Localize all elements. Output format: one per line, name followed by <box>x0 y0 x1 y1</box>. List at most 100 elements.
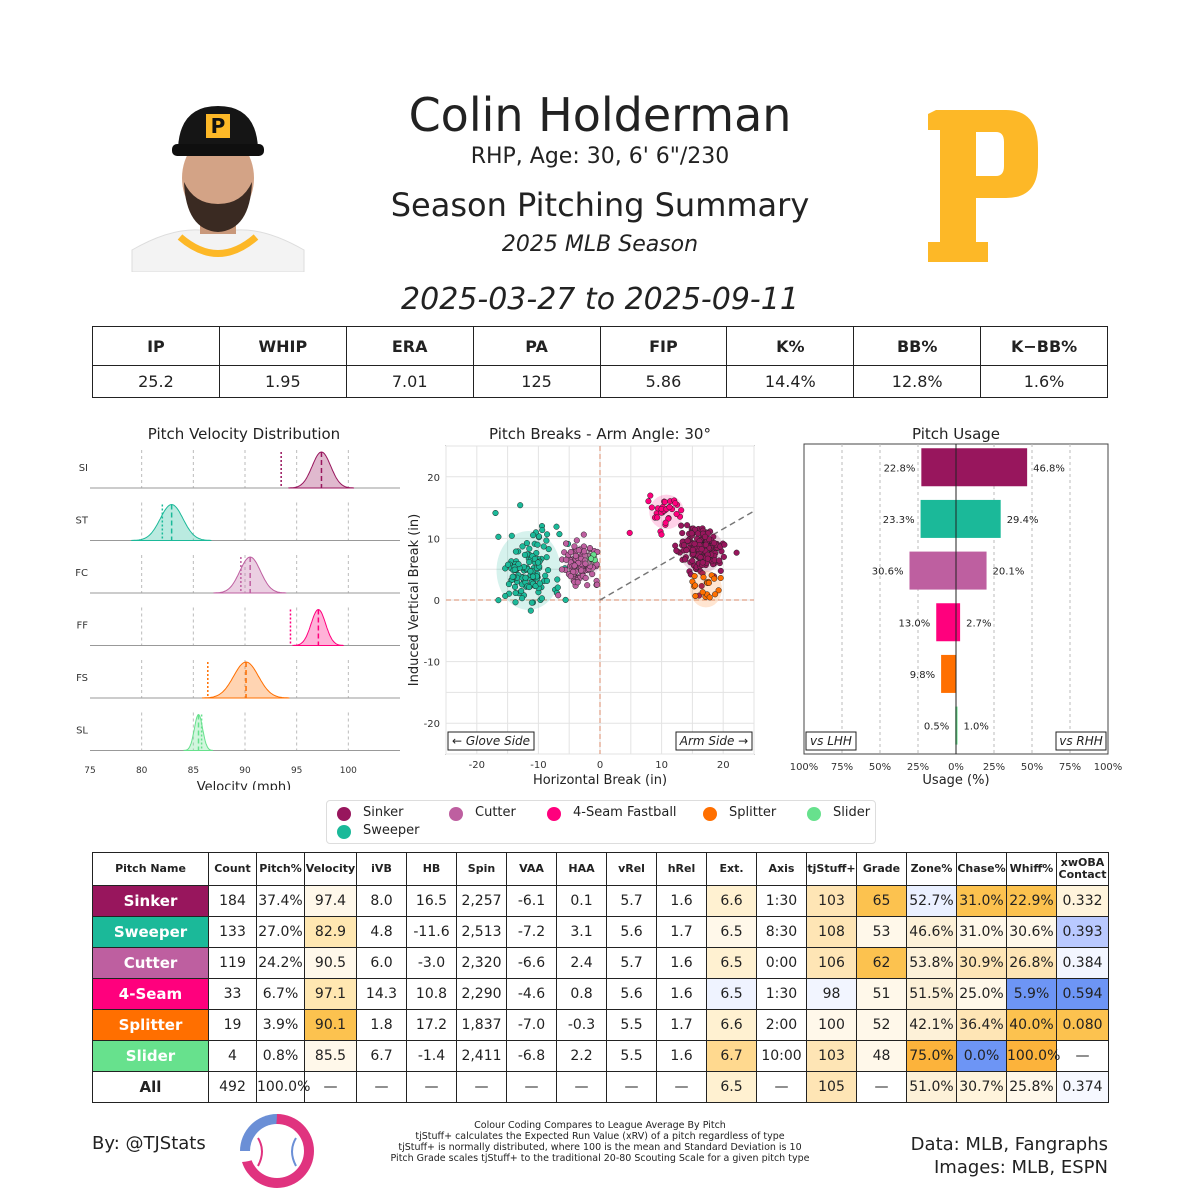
legend-label: Splitter <box>729 805 777 820</box>
vs-lhh-box <box>805 731 857 751</box>
break-point <box>699 559 706 566</box>
break-point <box>720 553 727 560</box>
velocity-chart-title: Pitch Velocity Distribution <box>148 425 340 443</box>
table-cell: -6.8 <box>506 1040 557 1072</box>
tjstats-logo: STATS <box>240 1114 314 1188</box>
table-cell: 10:00 <box>756 1040 807 1072</box>
table-cell: 5.5 <box>606 1009 657 1041</box>
break-chart-title: Pitch Breaks - Arm Angle: 30° <box>489 425 711 443</box>
usage-bar-rhh <box>956 499 1001 538</box>
table-cell: 2,257 <box>456 885 507 917</box>
pitch-name-cell: Slider <box>92 1040 209 1072</box>
table-header: Pitch Name <box>92 852 209 886</box>
table-cell: — <box>856 1071 907 1103</box>
break-point <box>517 502 524 509</box>
break-point <box>699 589 706 596</box>
break-y-tick: -20 <box>424 719 440 730</box>
velocity-tick-label: 90 <box>239 766 251 776</box>
table-cell: 6.5 <box>706 947 757 979</box>
table-cell: 10.8 <box>406 978 457 1010</box>
break-point <box>530 532 537 539</box>
break-point <box>526 545 533 552</box>
break-y-axis-label: Induced Vertical Break (in) <box>407 514 422 687</box>
break-y-tick: -10 <box>424 658 440 669</box>
table-cell: 8.0 <box>356 885 407 917</box>
table-cell: — <box>606 1071 657 1103</box>
table-cell: -0.3 <box>556 1009 607 1041</box>
velocity-row-fs: FS <box>76 660 400 699</box>
table-cell: 6.6 <box>706 885 757 917</box>
velocity-row-label: SL <box>76 726 88 737</box>
break-point <box>542 572 549 579</box>
table-row: 4-Seam 33 6.7% 97.1 14.3 10.8 2,290 -4.6 0.8 5.6 1… <box>92 978 1109 1010</box>
table-cell: 100.0% <box>1006 1040 1060 1072</box>
stats-summary-table: IP WHIP ERA PA FIP K% BB% K−BB% 25.2 1.9… <box>92 326 1108 398</box>
break-point <box>572 552 579 559</box>
usage-label-rhh: 29.4% <box>1007 515 1039 526</box>
table-cell: 51 <box>856 978 907 1010</box>
legend-label: Slider <box>833 805 871 820</box>
break-point <box>692 582 699 589</box>
break-point <box>508 532 515 539</box>
table-cell: 100 <box>806 1009 857 1041</box>
break-point <box>509 573 516 580</box>
break-point <box>588 555 595 562</box>
break-point <box>562 596 569 603</box>
break-point <box>712 591 719 598</box>
table-cell: 0.374 <box>1056 1071 1109 1103</box>
usage-row-sinker: 22.8% 46.8% <box>884 448 1065 487</box>
break-point <box>553 523 560 530</box>
table-cell: 48 <box>856 1040 907 1072</box>
break-point <box>716 557 723 564</box>
table-cell: 6.5 <box>706 916 757 948</box>
velocity-row-label: SI <box>79 463 88 474</box>
break-point <box>540 543 547 550</box>
usage-bar-lhh <box>920 499 956 538</box>
break-point <box>523 540 530 547</box>
date-range: 2025-03-27 to 2025-09-11 <box>401 282 799 317</box>
break-point <box>662 519 669 526</box>
break-x-tick: -20 <box>469 760 485 771</box>
break-series-4-seam <box>626 492 685 538</box>
table-cell: 133 <box>208 916 257 948</box>
break-point <box>661 498 668 506</box>
break-point <box>571 543 578 550</box>
break-point <box>673 547 680 554</box>
stat-value: 125 <box>472 365 601 398</box>
break-point <box>538 595 545 602</box>
table-header: iVB <box>356 852 407 886</box>
table-cell: 0.080 <box>1056 1009 1109 1041</box>
table-cell: 82.9 <box>304 916 357 948</box>
table-cell: 30.6% <box>1006 916 1057 948</box>
break-point <box>519 543 526 550</box>
table-cell: 6.5 <box>706 978 757 1010</box>
table-cell: 97.1 <box>304 978 357 1010</box>
table-cell: 1.6 <box>656 978 707 1010</box>
usage-bar-lhh <box>909 551 956 590</box>
table-cell: 184 <box>208 885 257 917</box>
break-point <box>654 514 661 521</box>
table-cell: 53.8% <box>906 947 957 979</box>
table-cell: 90.5 <box>304 947 357 979</box>
table-cell: 0.1 <box>556 885 607 917</box>
table-cell: 5.7 <box>606 947 657 979</box>
table-cell: 19 <box>208 1009 257 1041</box>
stat-value: 1.6% <box>980 365 1108 398</box>
stat-value: 5.86 <box>599 365 728 398</box>
break-point <box>526 584 533 591</box>
table-cell: 0.332 <box>1056 885 1109 917</box>
velocity-row-sl: SL <box>76 712 400 751</box>
table-cell: 6.0 <box>356 947 407 979</box>
usage-x-axis-label: Usage (%) <box>922 773 989 788</box>
table-cell: 62 <box>856 947 907 979</box>
velocity-row-label: FF <box>76 621 88 632</box>
stat-value: 25.2 <box>92 365 220 398</box>
break-point <box>580 531 587 538</box>
table-cell: 85.5 <box>304 1040 357 1072</box>
break-point <box>647 492 654 499</box>
table-cell: — <box>304 1071 357 1103</box>
break-point <box>680 542 688 549</box>
break-point <box>717 574 724 582</box>
season-title: 2025 MLB Season <box>501 232 699 257</box>
break-point <box>645 498 652 505</box>
